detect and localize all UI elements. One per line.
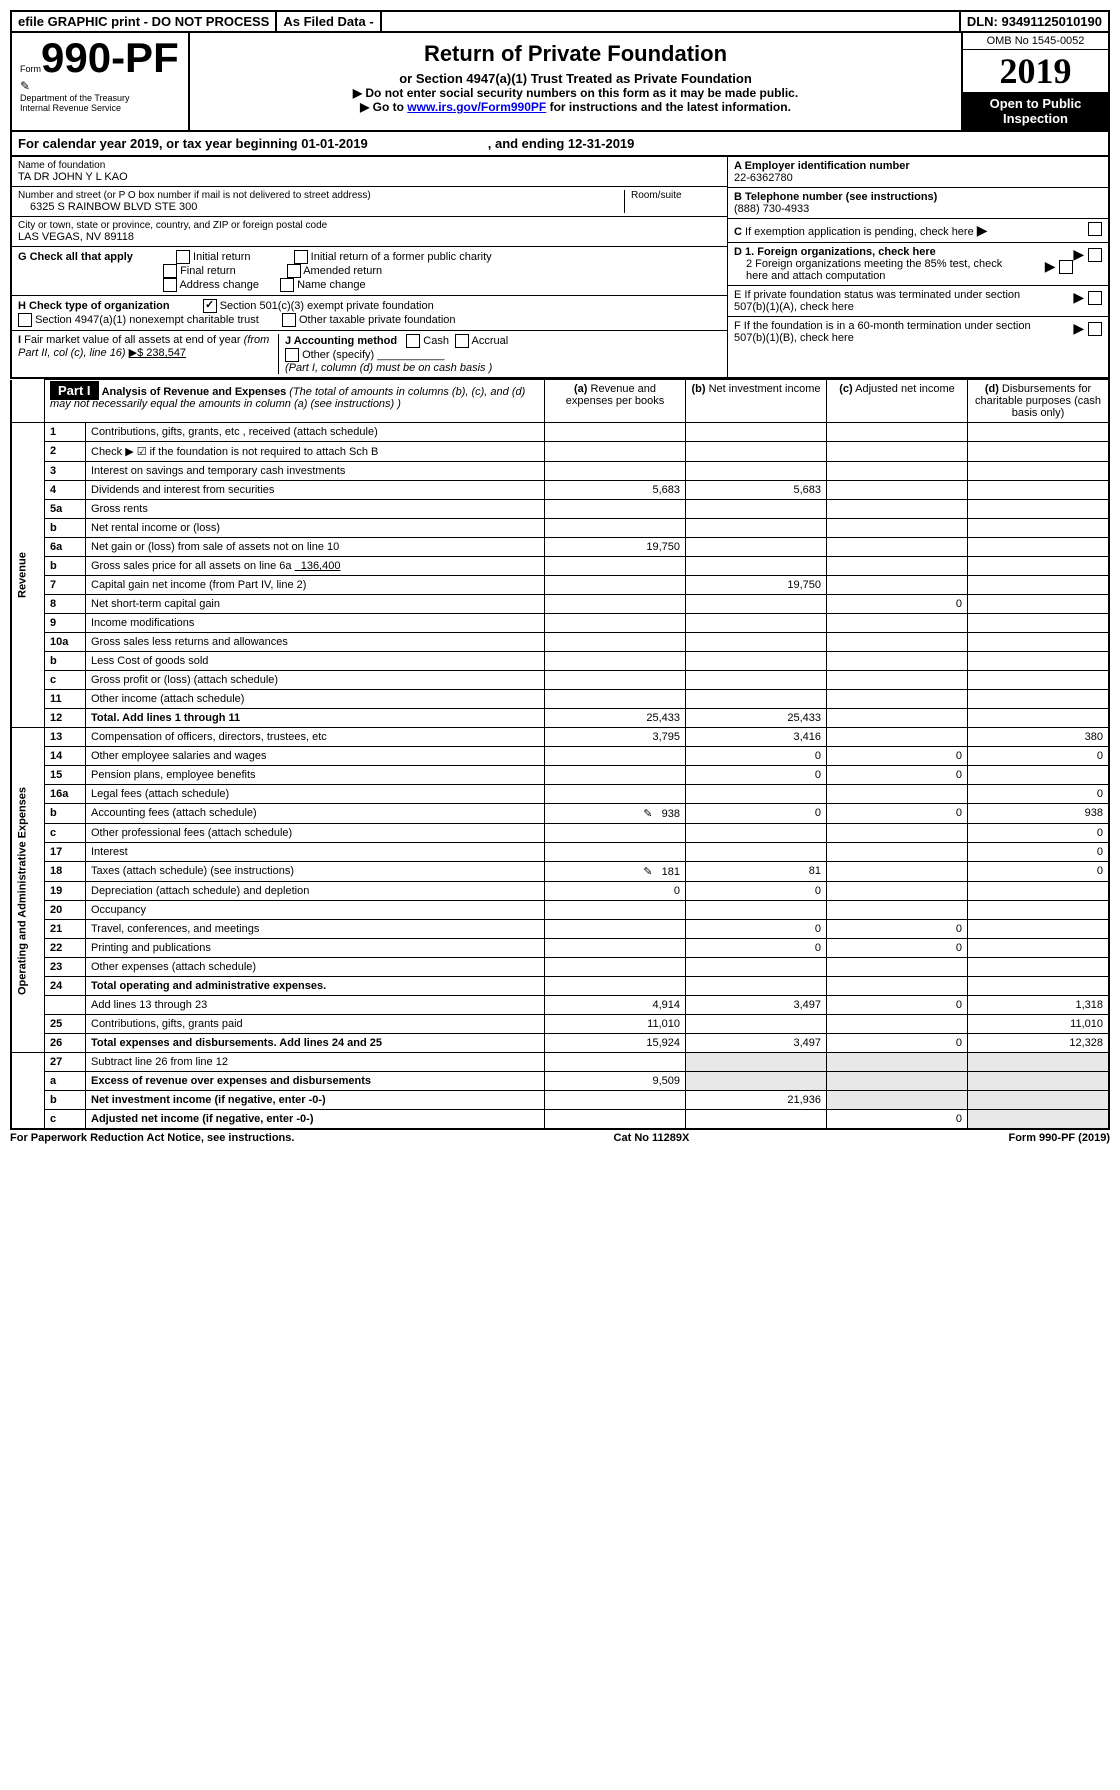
instruction-1: ▶ Do not enter social security numbers o… xyxy=(194,86,957,100)
irs: Internal Revenue Service xyxy=(20,103,180,113)
revenue-label: Revenue xyxy=(11,423,45,728)
section-ij: I Fair market value of all assets at end… xyxy=(12,331,727,377)
section-d: D 1. Foreign organizations, check here ▶… xyxy=(728,243,1108,286)
dept: Department of the Treasury xyxy=(20,93,180,103)
section-h: H Check type of organization ✓ Section 5… xyxy=(12,296,727,331)
instruction-2: ▶ Go to www.irs.gov/Form990PF for instru… xyxy=(194,100,957,114)
section-c: C If exemption application is pending, c… xyxy=(728,219,1108,243)
omb: OMB No 1545-0052 xyxy=(963,33,1108,50)
form-subtitle: or Section 4947(a)(1) Trust Treated as P… xyxy=(194,71,957,86)
spacer xyxy=(382,12,961,31)
year-box: OMB No 1545-0052 2019 Open to Public Ins… xyxy=(961,33,1108,130)
addr-cell: Number and street (or P O box number if … xyxy=(12,187,727,217)
city-cell: City or town, state or province, country… xyxy=(12,217,727,247)
top-bar: efile GRAPHIC print - DO NOT PROCESS As … xyxy=(10,10,1110,33)
form-box: Form990-PF ✎ Department of the Treasury … xyxy=(12,33,190,130)
calendar-year: For calendar year 2019, or tax year begi… xyxy=(10,132,1110,157)
name-cell: Name of foundationTA DR JOHN Y L KAO xyxy=(12,157,727,187)
irs-link[interactable]: www.irs.gov/Form990PF xyxy=(407,100,546,114)
section-g: G Check all that apply Initial return In… xyxy=(12,247,727,296)
form-prefix: Form xyxy=(20,64,41,74)
section-a: A Employer identification number22-63627… xyxy=(728,157,1108,188)
open-inspection: Open to Public Inspection xyxy=(963,92,1108,130)
footer: For Paperwork Reduction Act Notice, see … xyxy=(10,1130,1110,1144)
footer-left: For Paperwork Reduction Act Notice, see … xyxy=(10,1132,294,1144)
form-number: 990-PF xyxy=(41,34,179,81)
opex-label: Operating and Administrative Expenses xyxy=(11,728,45,1053)
asfileddata-label: As Filed Data - xyxy=(277,12,381,31)
section-b: B Telephone number (see instructions)(88… xyxy=(728,188,1108,219)
section-e: E If private foundation status was termi… xyxy=(728,286,1108,317)
dln: DLN: 93491125010190 xyxy=(961,12,1108,31)
part1-table: Part I Analysis of Revenue and Expenses … xyxy=(10,379,1110,1130)
form-title: Return of Private Foundation xyxy=(194,41,957,67)
stamp-icon: ✎ xyxy=(20,79,180,93)
tax-year: 2019 xyxy=(963,50,1108,92)
section-f: F If the foundation is in a 60-month ter… xyxy=(728,317,1108,347)
footer-mid: Cat No 11289X xyxy=(614,1132,690,1144)
efile-label: efile GRAPHIC print - DO NOT PROCESS xyxy=(12,12,277,31)
main-header: Form990-PF ✎ Department of the Treasury … xyxy=(10,33,1110,132)
title-box: Return of Private Foundation or Section … xyxy=(190,33,961,130)
footer-right: Form 990-PF (2019) xyxy=(1008,1132,1110,1144)
info-grid: Name of foundationTA DR JOHN Y L KAO Num… xyxy=(10,157,1110,379)
